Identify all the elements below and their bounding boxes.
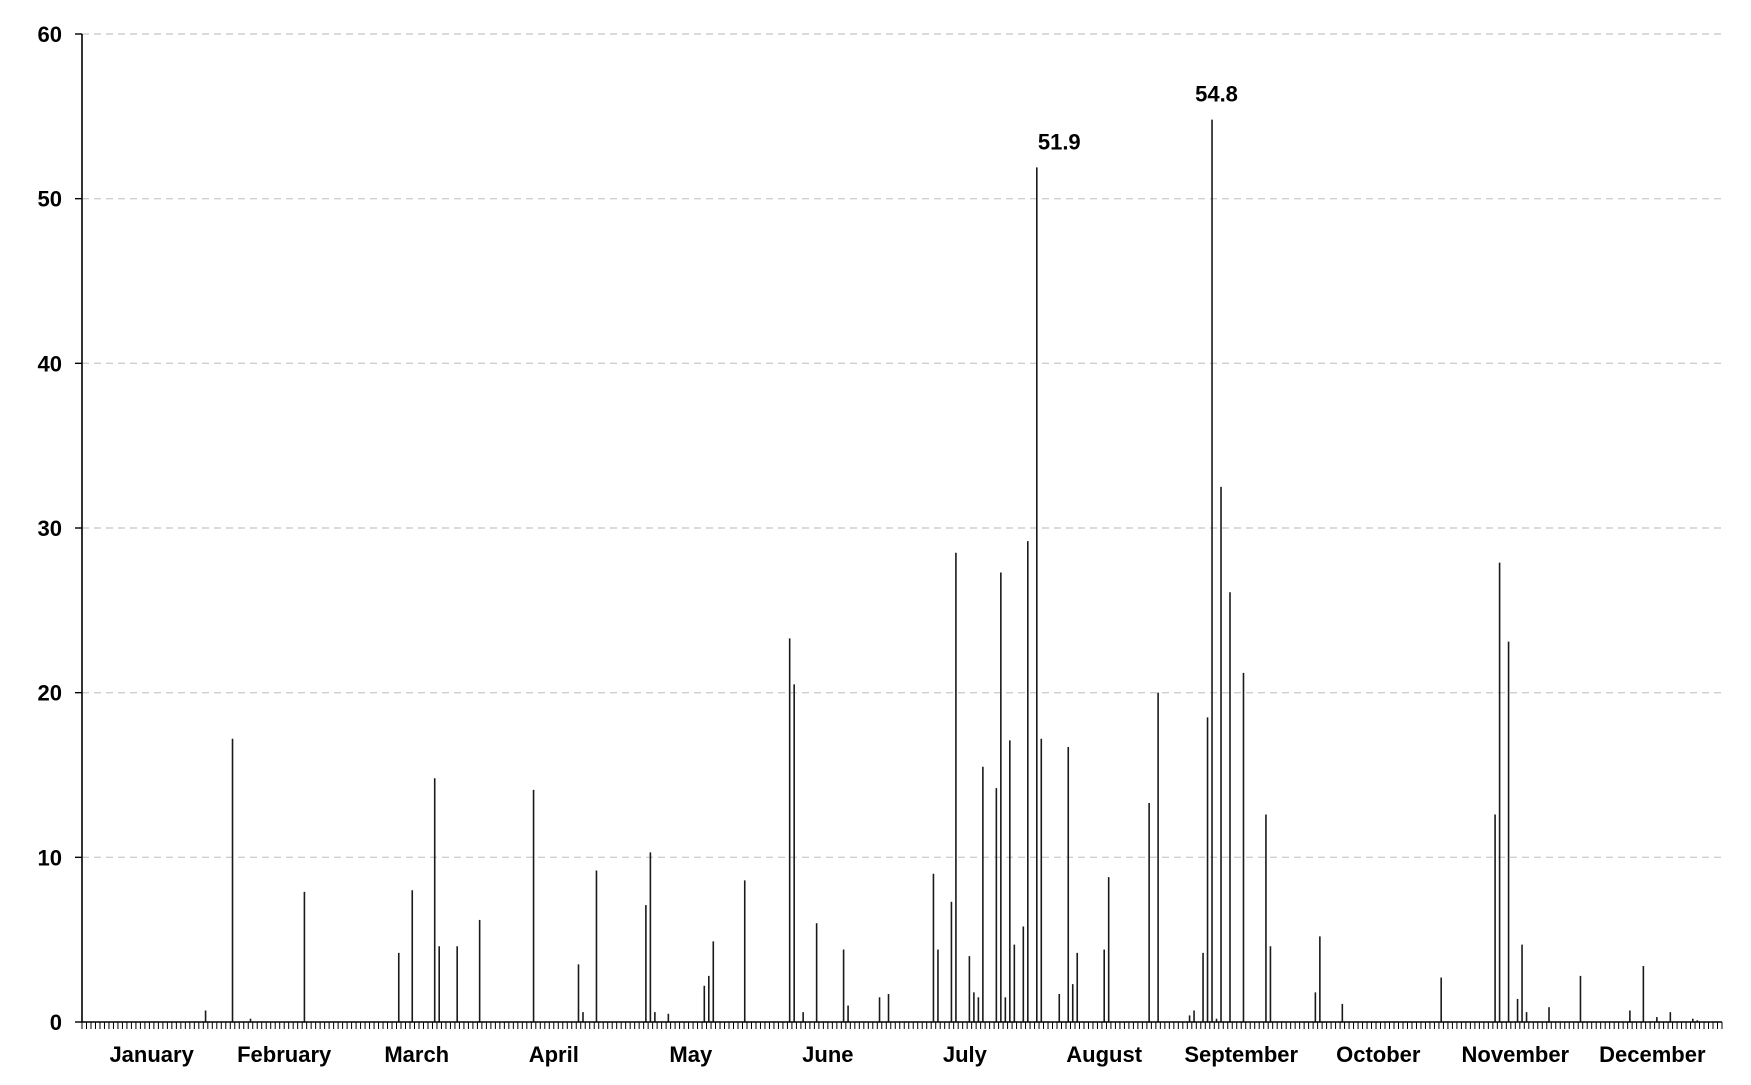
x-axis-day-ticks bbox=[81, 1022, 1723, 1029]
month-label: February bbox=[237, 1042, 332, 1067]
data-label: 54.8 bbox=[1195, 82, 1238, 107]
grid-lines bbox=[82, 33, 1722, 859]
y-tick-label: 60 bbox=[38, 22, 62, 47]
data-label: 51.9 bbox=[1038, 129, 1081, 154]
month-label: December bbox=[1599, 1042, 1706, 1067]
y-tick-label: 10 bbox=[38, 845, 62, 870]
peak-annotations: 51.9 54.8 bbox=[1038, 82, 1238, 155]
y-tick-label: 0 bbox=[50, 1010, 62, 1035]
month-label: January bbox=[109, 1042, 194, 1067]
month-labels: January February March April May June July Augu… bbox=[109, 1042, 1706, 1067]
y-tick-label: 40 bbox=[38, 351, 62, 376]
month-label: April bbox=[529, 1042, 579, 1067]
data-bars bbox=[204, 119, 1699, 1022]
month-label: October bbox=[1336, 1042, 1421, 1067]
month-label: November bbox=[1462, 1042, 1570, 1067]
y-tick-label: 20 bbox=[38, 681, 62, 706]
month-label: June bbox=[802, 1042, 853, 1067]
month-label: March bbox=[384, 1042, 449, 1067]
y-tick-label: 50 bbox=[38, 187, 62, 212]
y-axis-ticks: 0 10 20 30 40 50 60 bbox=[38, 22, 82, 1035]
month-label: July bbox=[943, 1042, 988, 1067]
month-label: May bbox=[669, 1042, 713, 1067]
y-tick-label: 30 bbox=[38, 516, 62, 541]
month-label: August bbox=[1066, 1042, 1142, 1067]
month-label: September bbox=[1184, 1042, 1298, 1067]
